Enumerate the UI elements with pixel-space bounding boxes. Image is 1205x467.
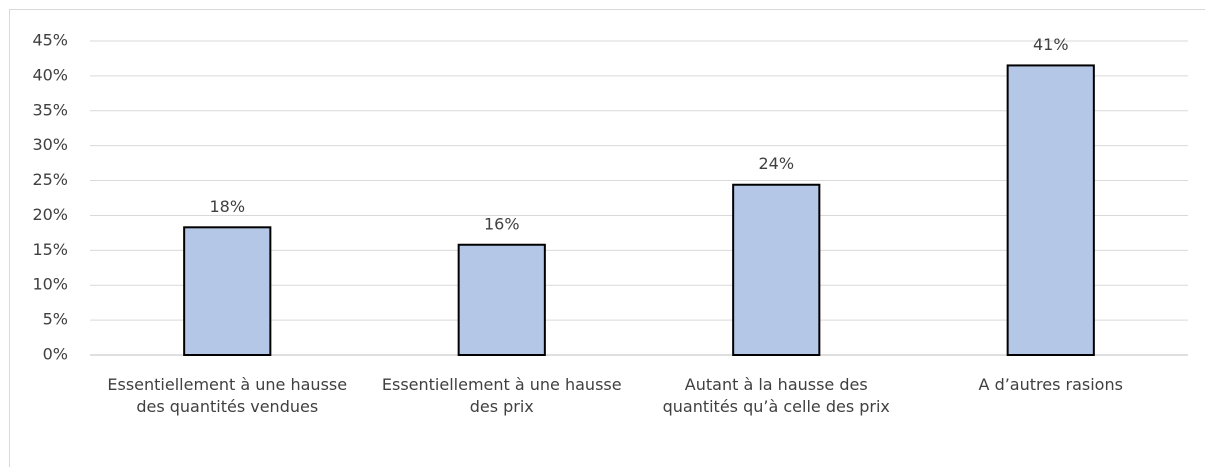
y-tick-label: 45% <box>32 31 68 50</box>
value-label: 24% <box>758 154 794 173</box>
x-tick-label: Essentiellement à une hausse des quantit… <box>107 375 348 416</box>
bar <box>1006 64 1095 357</box>
value-label: 16% <box>484 214 520 233</box>
value-label: 18% <box>209 197 245 216</box>
bar <box>732 183 821 356</box>
x-tick-label: A d’autres rasions <box>978 375 1123 394</box>
y-tick-label: 15% <box>32 240 68 259</box>
bar <box>457 243 546 356</box>
value-label: 41% <box>1033 35 1069 54</box>
y-tick-label: 40% <box>32 65 68 84</box>
y-tick-label: 25% <box>32 170 68 189</box>
y-tick-label: 35% <box>32 100 68 119</box>
chart-border <box>9 9 1205 467</box>
bar <box>183 226 272 357</box>
x-tick-label: Essentiellement à une hausse des prix <box>381 375 622 416</box>
y-tick-label: 20% <box>32 205 68 224</box>
y-tick-label: 5% <box>43 310 68 329</box>
y-tick-label: 10% <box>32 275 68 294</box>
y-tick-label: 0% <box>43 345 68 364</box>
x-tick-label: Autant à la hausse des quantités qu’à ce… <box>662 375 890 416</box>
y-tick-label: 30% <box>32 135 68 154</box>
